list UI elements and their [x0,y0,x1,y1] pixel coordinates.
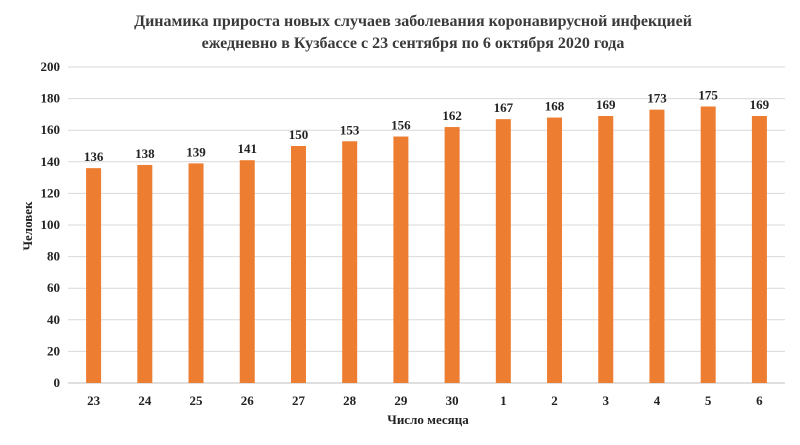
bar-27 [290,146,306,383]
x-tick-label: 2 [551,393,558,408]
bar-23 [86,168,102,383]
data-label: 153 [340,122,360,137]
x-tick-label: 27 [292,393,306,408]
x-tick-label: 4 [654,393,661,408]
y-tick-label: 0 [54,375,61,390]
y-axis-label: Человек [20,201,35,251]
bar-25 [188,163,204,383]
data-label: 175 [698,88,718,103]
bar-6 [751,115,767,383]
x-tick-label: 29 [394,393,408,408]
x-axis-label: Число месяца [387,412,469,427]
y-tick-label: 100 [41,217,61,232]
x-tick-label: 3 [603,393,610,408]
bars [86,106,767,383]
bar-1 [495,119,511,383]
x-tick-label: 26 [241,393,255,408]
y-tick-label: 20 [47,343,60,358]
y-tick-label: 120 [41,185,61,200]
data-label: 173 [647,91,667,106]
y-tick-label: 80 [47,249,60,264]
x-tick-label: 28 [343,393,357,408]
y-tick-label: 140 [41,154,61,169]
data-label: 141 [238,141,258,156]
x-axis-ticks: 23 24 25 26 27 28 29 30 1 2 3 4 5 6 [87,393,763,408]
x-tick-label: 25 [190,393,204,408]
bar-3 [598,115,614,383]
bar-30 [444,127,460,383]
data-label: 169 [750,97,770,112]
data-labels: 136 138 139 141 150 153 156 162 167 168 169 173 175 1… [84,88,770,165]
y-tick-label: 40 [47,312,60,327]
x-tick-label: 24 [138,393,152,408]
data-label: 150 [289,127,309,142]
data-label: 167 [494,100,514,115]
data-label: 156 [391,118,411,133]
bar-2 [547,117,563,383]
y-tick-label: 200 [41,59,61,74]
bar-24 [137,164,153,383]
data-label: 162 [442,108,462,123]
bar-28 [342,141,358,383]
bar-5 [700,106,716,383]
data-label: 168 [545,99,565,114]
chart-title-line-2: ежедневно в Кузбассе с 23 сентября по 6 … [202,35,625,52]
bar-4 [649,109,665,383]
y-tick-label: 60 [47,280,60,295]
data-label: 169 [596,97,616,112]
y-axis-ticks: 0 20 40 60 80 100 120 140 160 180 200 [41,59,61,390]
y-tick-label: 180 [41,91,61,106]
x-tick-label: 5 [705,393,712,408]
y-tick-label: 160 [41,122,61,137]
x-tick-label: 1 [500,393,507,408]
x-tick-label: 6 [756,393,763,408]
bar-26 [239,160,255,383]
bar-29 [393,136,409,383]
gridlines [68,66,785,384]
chart-title-line-1: Динамика прироста новых случаев заболева… [134,13,692,30]
x-tick-label: 23 [87,393,101,408]
x-tick-label: 30 [446,393,459,408]
data-label: 136 [84,149,104,164]
data-label: 138 [135,146,155,161]
data-label: 139 [186,144,206,159]
